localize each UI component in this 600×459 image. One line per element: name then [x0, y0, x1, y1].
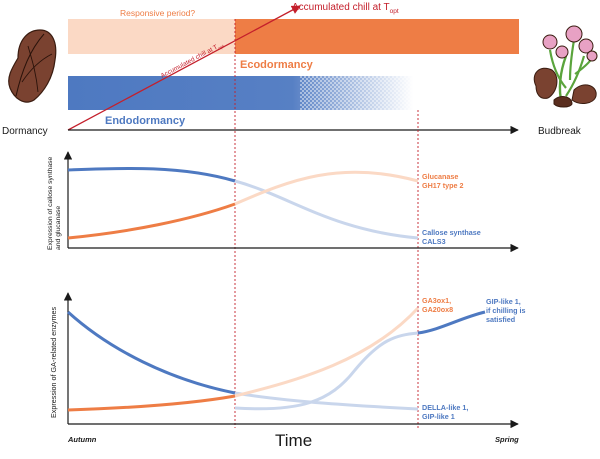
ga-oxidase-curve-faded: [234, 306, 420, 398]
della-gip-curve-solid: [66, 310, 236, 395]
budbreak-label: Budbreak: [538, 126, 582, 137]
ga-oxidase-label: GA3ox1, GA20ox8: [422, 296, 453, 314]
glucanase-curve-faded: [234, 170, 419, 206]
endodormancy-dither: [300, 76, 413, 110]
ga-oxidase-curve-solid: [67, 394, 236, 412]
accumulated-chill-arrow: [67, 5, 301, 131]
accumulated-chill-top-label: Accumulated chill at Topt: [292, 2, 399, 15]
ecodormancy-label: Ecodormancy: [240, 59, 314, 71]
dormancy-label: Dormancy: [2, 126, 48, 137]
time-axis-title: Time: [275, 431, 312, 450]
flowering-bud-icon: [533, 25, 598, 108]
dormant-bud-icon: [8, 29, 57, 103]
panel1-y-axis-label: Expression of callose synthaseand glucan…: [47, 156, 62, 250]
della-gip-label: DELLA-like 1, GIP-like 1: [422, 403, 468, 421]
gip-like-chilling-curve-faded: [234, 331, 419, 411]
callose-synthase-label: Callose synthase CALS3: [422, 228, 481, 246]
autumn-label: Autumn: [67, 435, 97, 444]
responsive-period-label: Responsive period?: [120, 8, 195, 18]
callose-synthase-curve-faded: [234, 179, 419, 240]
della-gip-curve-faded: [234, 391, 419, 411]
spring-label: Spring: [495, 435, 519, 444]
endodormancy-label: Endodormancy: [105, 115, 186, 127]
glucanase-curve-solid: [67, 202, 236, 240]
callose-synthase-curve-solid: [67, 166, 236, 183]
responsive-period-bar: [68, 19, 235, 54]
ecodormancy-bar: [235, 19, 519, 54]
gip-like-chilling-curve-solid: [417, 310, 486, 335]
glucanase-label: Glucanase GH17 type 2: [422, 172, 464, 190]
gip-like-chilling-label: GIP-like 1, if chilling is satisfied: [486, 297, 526, 324]
panel2-y-axis-label: Expression of GA-related enzymes: [49, 307, 58, 418]
